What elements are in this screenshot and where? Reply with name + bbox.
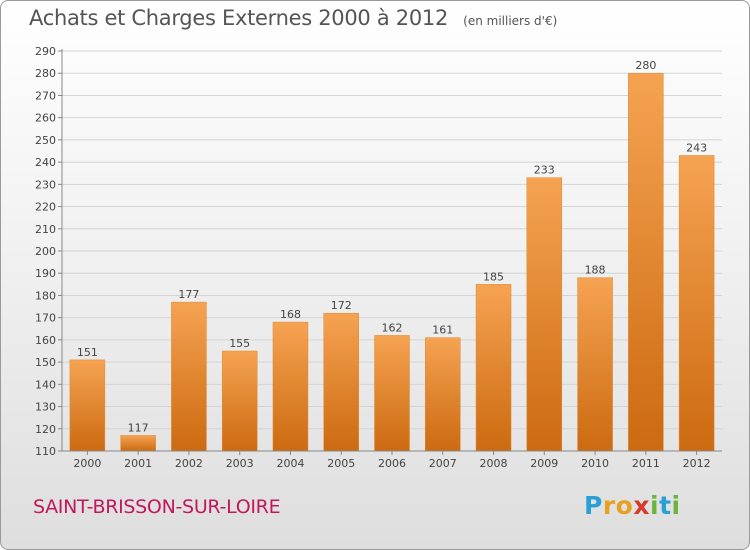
x-tick-label: 2011 (632, 457, 660, 470)
y-tick-label: 160 (35, 334, 56, 347)
data-label: 172 (331, 299, 352, 312)
y-tick-label: 150 (35, 356, 56, 369)
bar (374, 335, 410, 452)
y-tick-label: 260 (35, 112, 56, 125)
logo-letter: P (584, 491, 603, 520)
data-label: 233 (534, 164, 555, 177)
bars (69, 72, 715, 452)
bar (678, 155, 715, 452)
bar (526, 177, 563, 452)
x-tick-label: 2012 (683, 457, 711, 470)
logo-letter: i (650, 491, 660, 520)
chart-title-block: Achats et Charges Externes 2000 à 2012 (… (29, 6, 557, 30)
data-label: 280 (635, 59, 656, 72)
x-tick-label: 2002 (175, 457, 203, 470)
axes (58, 49, 722, 455)
y-tick-label: 210 (35, 223, 56, 236)
x-tick-label: 2004 (276, 457, 304, 470)
x-tick-label: 2006 (378, 457, 406, 470)
bar (323, 312, 359, 452)
y-tick-label: 290 (35, 45, 56, 58)
y-tick-label: 180 (35, 289, 56, 302)
proxiti-logo: Proxiti (584, 491, 681, 520)
chart-unit: (en milliers d'€) (463, 14, 558, 28)
y-tick-label: 280 (35, 67, 56, 80)
logo-letter: x (633, 491, 650, 520)
logo-letter: o (615, 491, 634, 520)
y-tick-label: 120 (35, 423, 56, 436)
x-tick-label: 2005 (327, 457, 355, 470)
x-tick-label: 2001 (124, 457, 152, 470)
y-tick-label: 140 (35, 378, 56, 391)
x-tick-label: 2007 (429, 457, 457, 470)
bar (425, 337, 461, 452)
logo-letter: i (671, 491, 681, 520)
bar (272, 321, 309, 452)
bar (69, 359, 106, 452)
bar (475, 284, 512, 452)
y-tick-label: 220 (35, 201, 56, 214)
y-tick-label: 190 (35, 267, 56, 280)
y-tick-label: 250 (35, 134, 56, 147)
y-tick-label: 270 (35, 89, 56, 102)
bar (577, 277, 613, 452)
y-tick-label: 130 (35, 401, 56, 414)
commune-name: SAINT-BRISSON-SUR-LOIRE (33, 496, 281, 518)
logo-letter: r (602, 491, 616, 520)
bar (171, 301, 207, 452)
data-label: 161 (432, 324, 453, 337)
data-label: 155 (229, 337, 250, 350)
data-label: 117 (128, 421, 149, 434)
logo-letter: t (659, 491, 672, 520)
data-label: 151 (77, 346, 98, 359)
y-tick-label: 200 (35, 245, 56, 258)
data-label: 188 (585, 264, 606, 277)
labels: 110 120 130 140 150 160 170 180 190 200 210 220 230 2… (35, 45, 711, 470)
y-tick-label: 170 (35, 312, 56, 325)
data-label: 162 (382, 321, 403, 334)
x-tick-label: 2009 (530, 457, 558, 470)
x-tick-label: 2008 (480, 457, 508, 470)
data-label: 168 (280, 308, 301, 321)
data-label: 185 (483, 270, 504, 283)
bar (628, 72, 664, 452)
x-tick-label: 2003 (226, 457, 254, 470)
y-tick-label: 240 (35, 156, 56, 169)
y-tick-label: 230 (35, 178, 56, 191)
y-tick-label: 110 (35, 445, 56, 458)
x-tick-label: 2000 (73, 457, 101, 470)
data-label: 243 (686, 141, 707, 154)
x-tick-label: 2010 (581, 457, 609, 470)
data-label: 177 (178, 288, 199, 301)
chart-title: Achats et Charges Externes 2000 à 2012 (29, 6, 449, 30)
bar (221, 350, 258, 452)
bar (120, 435, 156, 452)
